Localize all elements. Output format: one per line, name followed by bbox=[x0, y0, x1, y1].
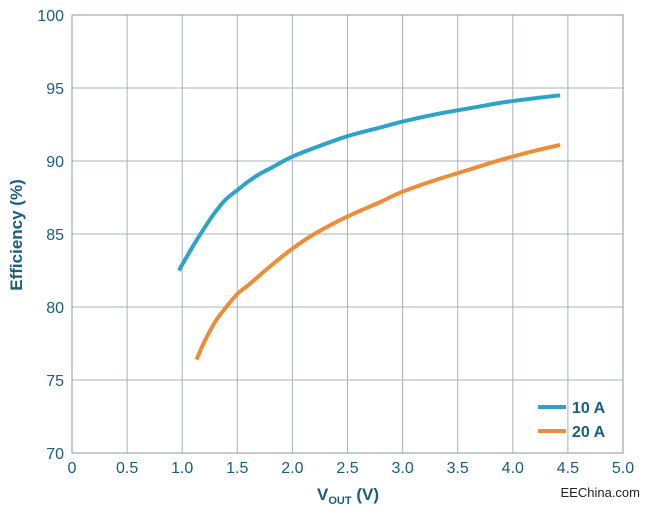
x-tick-label: 5.0 bbox=[612, 460, 634, 477]
y-tick-label: 100 bbox=[37, 8, 64, 25]
x-axis-title: VOUT (V) bbox=[317, 485, 379, 507]
x-tick-label: 3.5 bbox=[447, 460, 469, 477]
x-axis-title-subscript: OUT bbox=[328, 495, 352, 507]
legend: 10 A 20 A bbox=[538, 400, 606, 441]
x-tick-label: 0 bbox=[68, 460, 77, 477]
grid-lines bbox=[71, 14, 624, 454]
x-tick-label: 3.0 bbox=[391, 460, 413, 477]
y-tick-labels: 70 75 80 85 90 95 100 bbox=[37, 8, 64, 463]
x-tick-label: 4.0 bbox=[502, 460, 524, 477]
legend-label-20a: 20 A bbox=[572, 424, 606, 441]
series-line-10a bbox=[177, 93, 561, 272]
x-tick-label: 0.5 bbox=[116, 460, 138, 477]
series-layer bbox=[177, 93, 561, 361]
y-tick-label: 75 bbox=[46, 373, 64, 390]
y-tick-label: 90 bbox=[46, 154, 64, 171]
x-tick-label: 4.5 bbox=[557, 460, 579, 477]
y-axis-title: Efficiency (%) bbox=[7, 179, 26, 290]
x-tick-label: 1.0 bbox=[171, 460, 193, 477]
legend-label-10a: 10 A bbox=[572, 400, 606, 417]
x-axis-title-main: V bbox=[317, 485, 329, 504]
y-tick-label: 85 bbox=[46, 227, 64, 244]
x-tick-label: 2.0 bbox=[281, 460, 303, 477]
watermark: EEChina.com bbox=[560, 485, 640, 500]
y-tick-label: 70 bbox=[46, 446, 64, 463]
y-tick-label: 80 bbox=[46, 300, 64, 317]
x-tick-label: 2.5 bbox=[336, 460, 358, 477]
plot-frame bbox=[71, 14, 624, 454]
y-tick-label: 95 bbox=[46, 81, 64, 98]
x-axis-title-unit: (V) bbox=[352, 485, 379, 504]
x-tick-label: 1.5 bbox=[226, 460, 248, 477]
series-line-20a bbox=[194, 142, 561, 361]
x-tick-labels: 0 0.5 1.0 1.5 2.0 2.5 3.0 3.5 4.0 4.5 5.0 bbox=[68, 460, 635, 477]
